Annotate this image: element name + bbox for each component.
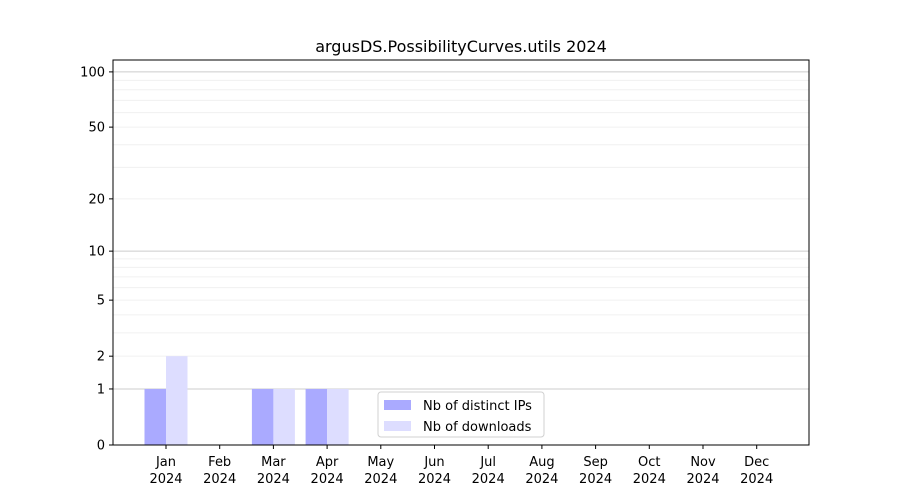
y-tick-label: 5 xyxy=(97,294,105,309)
legend-label: Nb of downloads xyxy=(423,420,532,435)
chart-title: argusDS.PossibilityCurves.utils 2024 xyxy=(315,37,607,56)
y-tick-label: 0 xyxy=(97,439,105,454)
grid xyxy=(113,71,809,390)
plot-frame xyxy=(112,59,810,446)
y-tick-label: 2 xyxy=(97,350,105,365)
bar-distinct-ips xyxy=(144,388,166,445)
y-tick-label: 1 xyxy=(97,382,105,397)
legend-swatch xyxy=(384,400,411,410)
x-tick-label-year: 2024 xyxy=(364,472,397,487)
x-tick-label-month: Oct xyxy=(638,455,660,470)
x-tick-label-year: 2024 xyxy=(579,472,612,487)
x-tick-label-month: Feb xyxy=(208,455,231,470)
bar-distinct-ips xyxy=(251,388,274,445)
x-tick-label-month: Sep xyxy=(583,455,608,470)
x-tick-label-month: Jun xyxy=(423,455,444,470)
y-tick-label: 50 xyxy=(88,121,105,136)
y-tick-label: 100 xyxy=(80,65,105,80)
x-tick-label-year: 2024 xyxy=(203,472,236,487)
x-tick-label-year: 2024 xyxy=(257,472,290,487)
x-tick-label-month: Jul xyxy=(479,455,496,470)
x-tick-label-month: Aug xyxy=(529,455,554,470)
x-tick-label-year: 2024 xyxy=(418,472,451,487)
y-tick-label: 10 xyxy=(88,245,105,260)
bar-downloads xyxy=(327,388,349,445)
x-tick-label-month: Nov xyxy=(690,455,716,470)
x-tick-label-month: Jan xyxy=(155,455,176,470)
bar-distinct-ips xyxy=(305,388,328,445)
bar-downloads xyxy=(273,388,295,445)
legend-label: Nb of distinct IPs xyxy=(423,399,532,414)
x-axis: Jan 2024 Feb 2024 Mar 2024 Apr 2024 May 2024 Jun 20… xyxy=(149,445,773,487)
x-tick-label-year: 2024 xyxy=(686,472,719,487)
x-tick-label-month: May xyxy=(367,455,394,470)
legend: Nb of distinct IPs Nb of downloads xyxy=(377,391,545,438)
x-tick-label-year: 2024 xyxy=(740,472,773,487)
x-tick-label-year: 2024 xyxy=(633,472,666,487)
x-tick-label-month: Apr xyxy=(316,455,339,470)
legend-box xyxy=(377,391,545,438)
legend-swatch xyxy=(384,421,411,431)
x-tick-label-year: 2024 xyxy=(525,472,558,487)
bars xyxy=(144,356,349,445)
x-tick-label-year: 2024 xyxy=(149,472,182,487)
x-tick-label-year: 2024 xyxy=(472,472,505,487)
x-tick-label-year: 2024 xyxy=(311,472,344,487)
bar-downloads xyxy=(166,356,188,445)
y-tick-label: 20 xyxy=(88,192,105,207)
x-tick-label-month: Dec xyxy=(744,455,769,470)
y-axis: 0 1 2 5 10 20 50 100 xyxy=(80,65,113,454)
x-tick-label-month: Mar xyxy=(261,455,286,470)
